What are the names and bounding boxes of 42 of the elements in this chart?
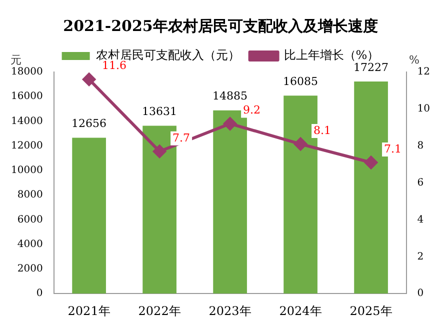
y-tick-label: 4000 (17, 238, 43, 250)
data-label: 8.1 (314, 124, 332, 137)
chart-title: 2021-2025年农村居民可支配收入及增长速度 (63, 16, 378, 35)
y2-tick-label: 10 (417, 104, 430, 115)
y-tick-label: 0 (36, 288, 43, 300)
data-label: 7.1 (384, 142, 402, 156)
y-tick-label: 2000 (17, 264, 43, 275)
y2-tick-label: 8 (417, 140, 424, 152)
y2-axis-title: % (409, 53, 420, 66)
y2-tick-label: 4 (417, 214, 424, 226)
x-tick-label: 2022年 (138, 304, 181, 318)
data-label: 16085 (283, 74, 318, 88)
y-tick-label: 6000 (17, 214, 43, 226)
data-label: 11.6 (102, 59, 127, 72)
y-tick-label: 10000 (11, 165, 43, 176)
point (153, 144, 166, 158)
y-tick-label: 18000 (11, 66, 43, 78)
data-label: 14885 (212, 90, 248, 103)
y-tick-label: 14000 (11, 116, 43, 127)
x-tick-label: 2025年 (350, 304, 392, 318)
y2-tick-label: 0 (417, 288, 424, 300)
legend-label: 比上年增长（%） (284, 48, 380, 62)
y2-tick-label: 2 (417, 251, 424, 262)
data-label: 7.7 (172, 131, 190, 144)
point (224, 117, 237, 130)
x-tick-label: 2023年 (208, 304, 252, 318)
data-label: 13631 (142, 105, 178, 118)
x-tick-label: 2021年 (68, 304, 110, 318)
point (294, 138, 308, 151)
data-label: 12656 (72, 117, 107, 130)
y-tick-label: 12000 (11, 140, 43, 152)
data-label: 9.2 (243, 104, 261, 117)
data-label: 17227 (354, 60, 389, 74)
point (364, 156, 378, 169)
x-tick-label: 2024年 (279, 304, 322, 318)
y-tick-label: 8000 (17, 190, 43, 201)
y-tick-label: 16000 (11, 91, 43, 102)
point (82, 72, 96, 86)
y2-tick-label: 12 (417, 66, 430, 78)
y2-tick-label: 6 (417, 177, 424, 188)
bar (72, 138, 106, 294)
y-axis-title: 元 (10, 53, 22, 66)
